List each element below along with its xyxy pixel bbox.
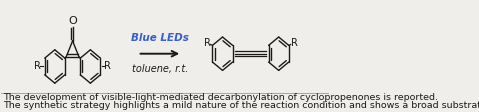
- Text: R: R: [104, 61, 111, 71]
- Text: toluene, r.t.: toluene, r.t.: [132, 64, 188, 74]
- Text: R: R: [34, 61, 41, 71]
- Text: The synthetic strategy highlights a mild nature of the reaction condition and sh: The synthetic strategy highlights a mild…: [3, 101, 479, 110]
- Text: R: R: [291, 38, 297, 48]
- Text: The development of visible-light-mediated decarbonylation of cyclopropenones is : The development of visible-light-mediate…: [3, 93, 438, 102]
- Text: R: R: [204, 38, 210, 48]
- Text: O: O: [68, 16, 77, 26]
- Text: Blue LEDs: Blue LEDs: [131, 33, 189, 43]
